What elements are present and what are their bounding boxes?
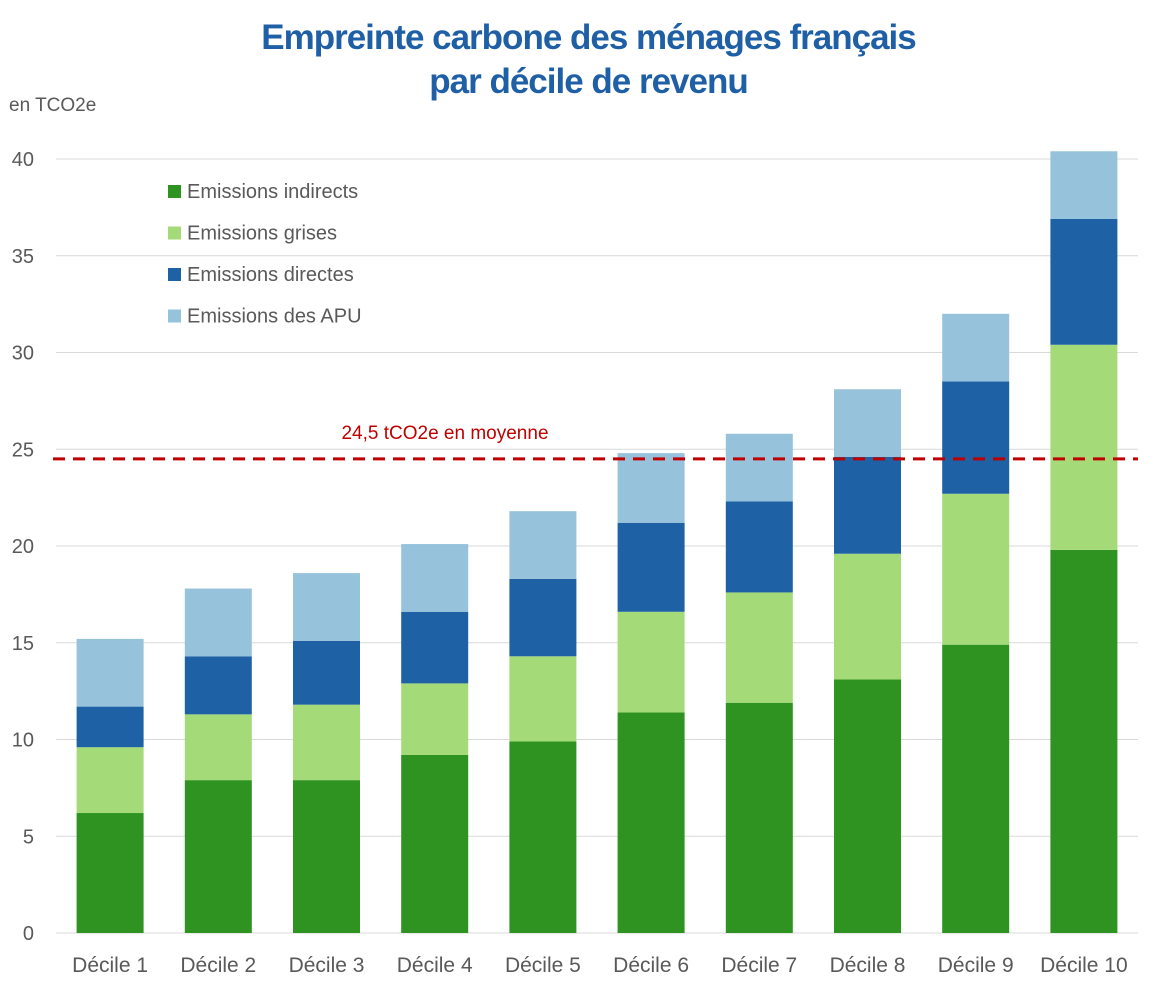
legend-swatch: [168, 226, 181, 240]
bar-segment-3: [509, 578, 577, 657]
y-tick-label: 30: [12, 343, 34, 365]
bar-segment-2: [725, 592, 793, 703]
bar-segment-3: [942, 381, 1010, 494]
bar-segment-2: [293, 704, 360, 781]
legend-entry: Emissions directes: [187, 264, 354, 286]
bar-segment-3: [401, 611, 469, 684]
bar-segment-1: [293, 780, 360, 933]
bar-segment-2: [401, 683, 469, 755]
bar-segment-4: [184, 588, 252, 657]
bar-segment-4: [617, 453, 685, 523]
bar-segment-3: [1050, 218, 1118, 345]
x-tick-label: Décile 9: [938, 954, 1014, 977]
y-tick-label: 35: [12, 246, 34, 268]
y-tick-label: 25: [12, 439, 34, 461]
bar-segment-3: [725, 501, 793, 593]
bar-segment-3: [617, 522, 685, 612]
bar-segment-1: [725, 702, 793, 933]
bar-segment-2: [1050, 344, 1118, 550]
legend-swatch: [168, 185, 181, 198]
bar-segment-1: [617, 712, 685, 933]
bar-segment-3: [76, 706, 144, 748]
x-tick-label: Décile 8: [830, 954, 906, 977]
legend-entry: Emissions grises: [187, 223, 337, 245]
y-axis-label: en TCO2e: [9, 95, 96, 116]
legend-swatch: [168, 309, 181, 323]
x-tick-label: Décile 2: [180, 954, 256, 977]
legend-entry: Emissions indirects: [187, 181, 358, 203]
bar-segment-4: [834, 389, 901, 457]
x-tick-label: Décile 4: [397, 954, 473, 977]
bar-segment-1: [1050, 549, 1118, 933]
y-tick-label: 20: [12, 536, 34, 558]
bar-segment-2: [184, 714, 252, 781]
bar-segment-1: [942, 644, 1010, 933]
bar-segment-1: [76, 813, 144, 933]
bar-segment-4: [76, 638, 144, 707]
bar-segment-2: [617, 611, 685, 713]
y-tick-label: 5: [23, 826, 34, 848]
bar-segment-3: [834, 456, 901, 554]
bar-segment-2: [76, 747, 144, 814]
x-tick-label: Décile 6: [613, 954, 689, 977]
bar-segment-1: [401, 754, 469, 933]
bar-segment-4: [401, 544, 469, 612]
bar-segment-3: [184, 656, 252, 715]
bar-segment-4: [942, 313, 1010, 382]
bar-segment-4: [293, 573, 360, 641]
legend-swatch: [168, 268, 181, 281]
x-tick-label: Décile 5: [505, 954, 581, 977]
bar-segment-4: [725, 433, 793, 502]
legend-entry: Emissions des APU: [187, 306, 362, 328]
bar-segment-4: [509, 511, 577, 579]
bar-segment-1: [184, 780, 252, 933]
x-tick-label: Décile 3: [289, 954, 365, 977]
y-tick-label: 10: [12, 730, 34, 752]
x-tick-label: Décile 7: [721, 954, 797, 977]
bar-segment-1: [509, 741, 577, 933]
y-tick-label: 15: [12, 633, 34, 655]
chart-title: Empreinte carbone des ménages français: [261, 18, 917, 57]
y-tick-label: 0: [23, 923, 34, 945]
average-label: 24,5 tCO2e en moyenne: [341, 423, 548, 444]
bar-segment-4: [1050, 151, 1118, 219]
chart-subtitle: par décile de revenu: [429, 62, 748, 101]
bar-segment-3: [293, 640, 360, 705]
x-tick-label: Décile 1: [72, 954, 148, 977]
x-tick-label: Décile 10: [1040, 954, 1128, 977]
y-tick-label: 40: [12, 149, 34, 171]
bar-segment-2: [509, 656, 577, 742]
bar-segment-2: [834, 553, 901, 680]
bar-segment-1: [834, 679, 901, 933]
bar-segment-2: [942, 493, 1010, 645]
